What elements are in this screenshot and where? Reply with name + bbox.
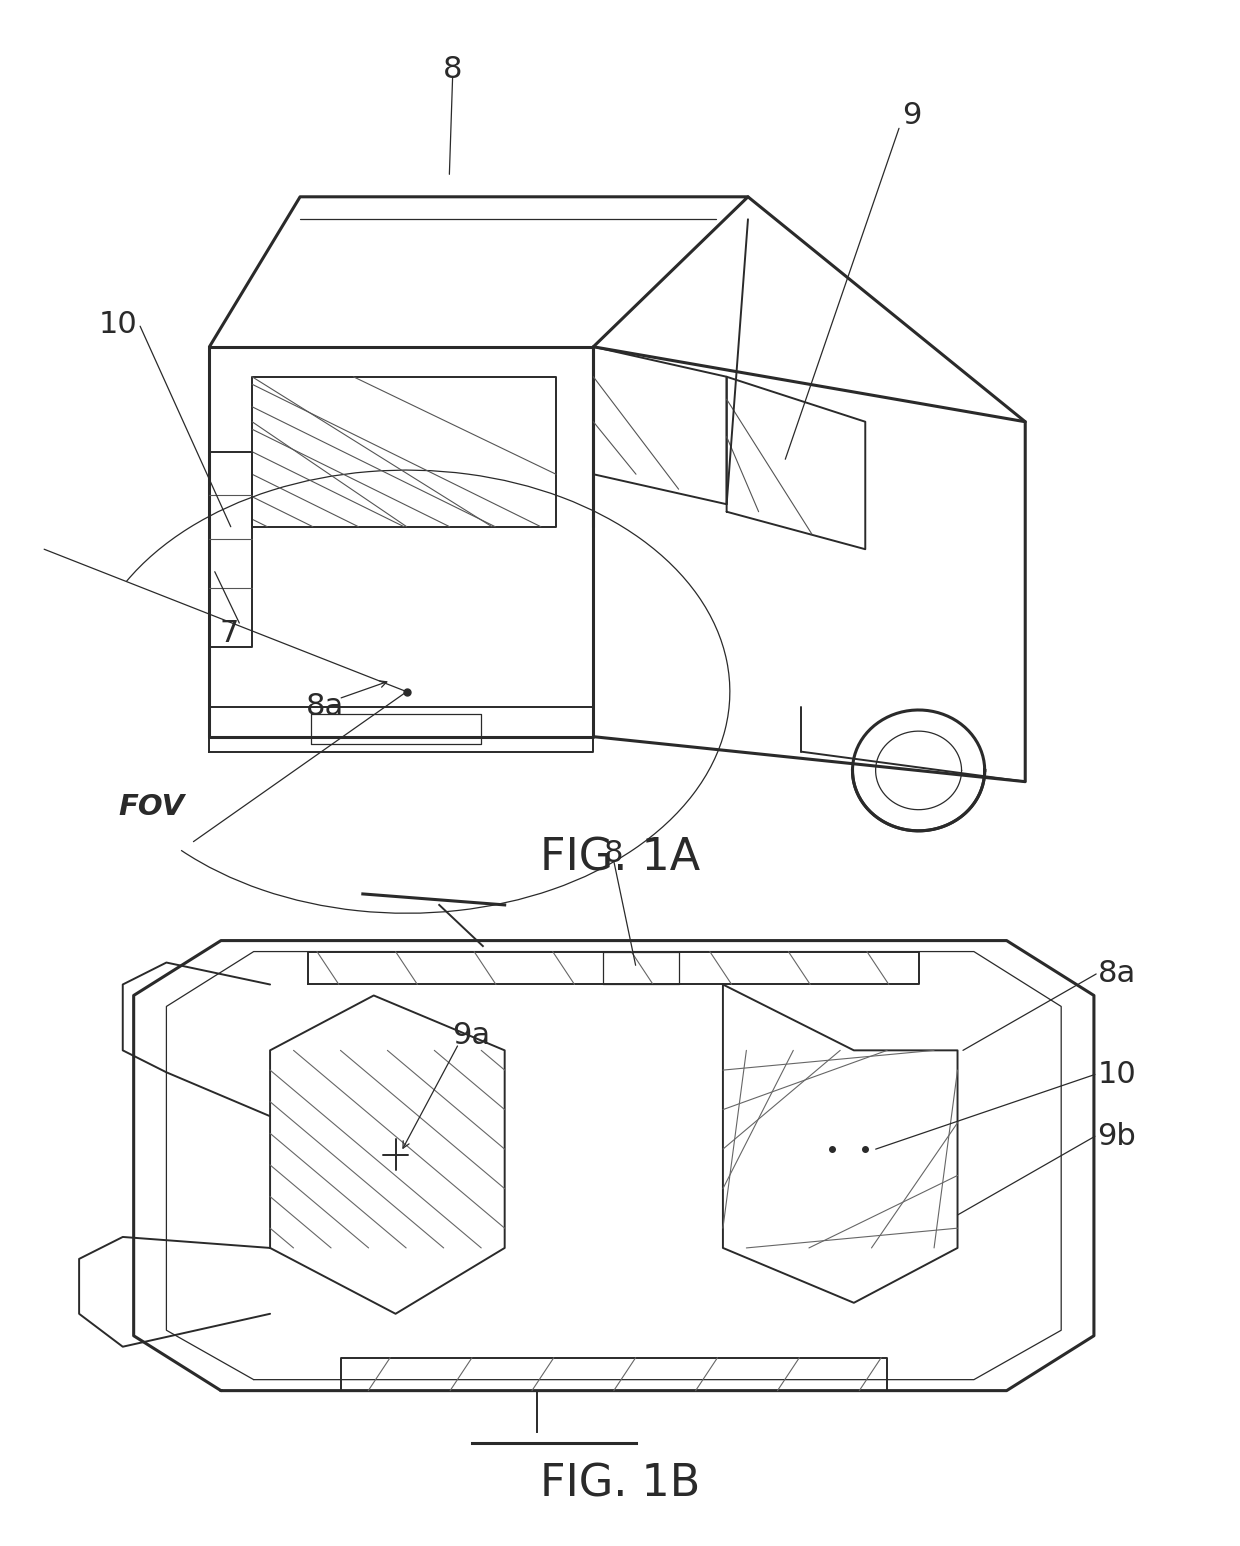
- Text: 8a: 8a: [306, 693, 343, 720]
- Text: 9a: 9a: [453, 1022, 490, 1050]
- Text: 8: 8: [443, 56, 463, 83]
- Text: 8a: 8a: [1097, 960, 1136, 988]
- Text: FIG. 1A: FIG. 1A: [539, 836, 701, 880]
- Text: 7: 7: [219, 620, 239, 648]
- Text: FOV: FOV: [118, 793, 185, 821]
- Text: 8: 8: [604, 839, 624, 867]
- Text: 10: 10: [1097, 1061, 1136, 1088]
- Text: 10: 10: [98, 311, 138, 339]
- Text: FIG. 1B: FIG. 1B: [539, 1463, 701, 1506]
- Text: 9: 9: [901, 102, 921, 130]
- Text: 9b: 9b: [1097, 1122, 1136, 1150]
